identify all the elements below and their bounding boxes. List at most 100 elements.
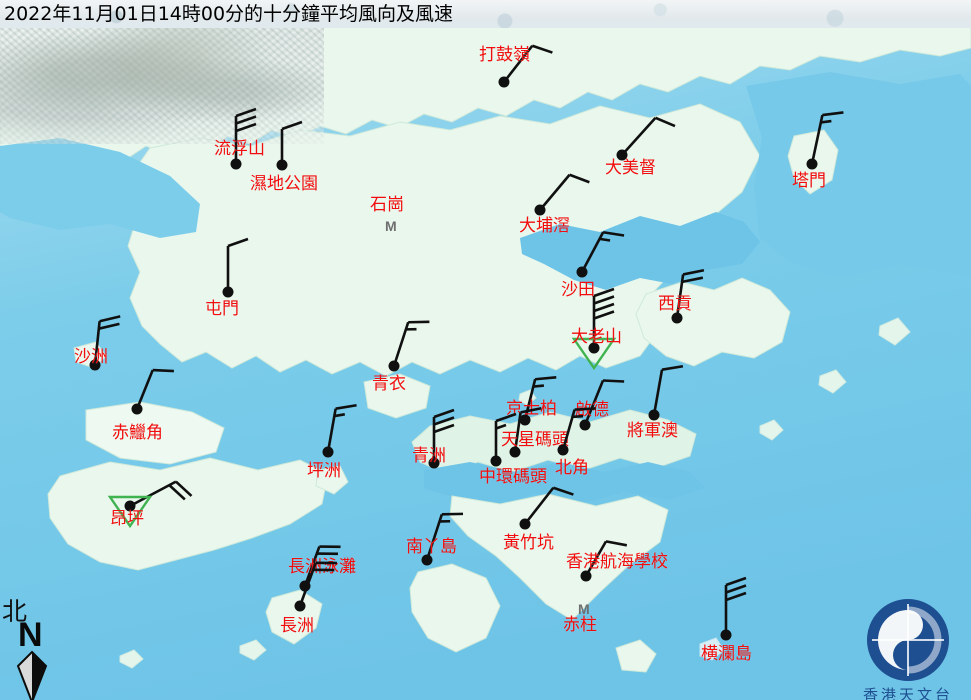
wind-barb-tai-mei-tuk: [621, 116, 676, 156]
station-label-tai-po-kau: 大埔滘: [519, 216, 570, 236]
station-dot-lamma-island[interactable]: [421, 554, 433, 566]
station-dot-sha-chau[interactable]: [89, 359, 101, 371]
station-label-cheung-chau: 長洲: [280, 616, 314, 636]
wind-barb-ta-kwu-ling: [502, 44, 553, 83]
station-dot-tates-cairn[interactable]: [588, 342, 600, 354]
station-label-tseung-kwan-o: 將軍澳: [627, 421, 678, 441]
station-label-tates-cairn: 大老山: [571, 327, 622, 347]
station-dot-peng-chau[interactable]: [322, 446, 334, 458]
compass-rose: 北 N: [2, 592, 66, 700]
land-lantau: [47, 457, 329, 571]
station-dot-tseung-kwan-o[interactable]: [648, 409, 660, 421]
station-label-sha-tin: 沙田: [561, 280, 595, 300]
station-dot-chek-lap-kok[interactable]: [131, 403, 143, 415]
station-dot-waglan-island[interactable]: [720, 629, 732, 641]
sea-deep-bay: [0, 138, 200, 238]
hko-emblem-icon: [867, 599, 949, 681]
page-title: 2022年11月01日14時00分的十分鐘平均風向及風速: [4, 3, 454, 25]
station-dot-ngong-ping[interactable]: [124, 500, 136, 512]
station-dot-central-pier[interactable]: [490, 455, 502, 467]
wind-barb-tuen-mun: [226, 237, 249, 292]
sea-victoria-harbour: [424, 462, 706, 506]
wind-barb-sha-chau: [93, 315, 121, 366]
station-label-sai-kung: 西貢: [658, 294, 692, 314]
station-label-north-point: 北角: [555, 458, 589, 478]
station-label-tsing-yi: 青衣: [372, 374, 406, 394]
station-dot-green-island[interactable]: [428, 457, 440, 469]
station-label-hk-sea-school: 香港航海學校: [566, 552, 668, 572]
station-label-tuen-mun: 屯門: [205, 299, 239, 319]
wind-barb-cheung-chau-beach: [303, 545, 341, 587]
station-label-peng-chau: 坪洲: [307, 461, 341, 481]
land-tsing-yi: [363, 373, 431, 419]
station-label-wong-chuk-hang: 黃竹坑: [503, 533, 554, 553]
station-label-lau-fau-shan: 流浮山: [214, 139, 265, 159]
station-label-green-island: 青洲: [412, 446, 446, 466]
station-label-shek-kong: 石崗: [370, 195, 404, 215]
station-dot-tai-po-kau[interactable]: [534, 204, 546, 216]
station-dot-hk-sea-school[interactable]: [580, 570, 592, 582]
land-sai-kung: [635, 277, 791, 367]
wind-barb-tap-mun: [810, 111, 844, 165]
station-dot-sai-kung[interactable]: [671, 312, 683, 324]
wind-barb-waglan-island: [724, 576, 747, 635]
station-label-ngong-ping: 昂坪: [110, 509, 144, 529]
station-dot-tsing-yi[interactable]: [388, 360, 400, 372]
land-hong-kong-island: [449, 493, 669, 621]
wind-barb-tates-cairn: [571, 287, 617, 371]
station-label-central-pier: 中環碼頭: [479, 467, 547, 487]
station-dot-north-point[interactable]: [557, 444, 569, 456]
wind-barb-sha-tin: [580, 230, 625, 273]
wind-barb-star-ferry: [513, 406, 542, 453]
sea-mirs-bay: [746, 72, 971, 278]
strong-wind-marker-tates-cairn: [571, 337, 617, 371]
wind-barb-tai-po-kau: [539, 173, 590, 211]
wind-barb-tseung-kwan-o: [652, 364, 684, 416]
strong-wind-marker-ngong-ping: [107, 495, 153, 529]
missing-data-marker-shek-kong: M: [385, 218, 397, 234]
station-dot-lau-fau-shan[interactable]: [230, 158, 242, 170]
wind-barb-cheung-chau: [298, 561, 337, 607]
wind-barb-ngong-ping: [107, 480, 193, 529]
station-label-tap-mun: 塔門: [792, 171, 826, 191]
station-dot-tai-mei-tuk[interactable]: [616, 149, 628, 161]
station-dot-kai-tak[interactable]: [579, 419, 591, 431]
station-dot-wetland-park[interactable]: [276, 159, 288, 171]
station-dot-star-ferry[interactable]: [509, 446, 521, 458]
wind-barb-lau-fau-shan: [234, 107, 257, 164]
station-dot-wong-chuk-hang[interactable]: [519, 518, 531, 530]
station-dot-cheung-chau[interactable]: [294, 600, 306, 612]
station-label-wetland-park: 濕地公園: [250, 174, 318, 194]
hko-name-cn: 香港天文台: [862, 686, 953, 700]
wind-barb-chek-lap-kok: [135, 368, 174, 410]
map-canvas: 打鼓嶺 流浮山 濕地公園 M 石崗 大美督 塔門 大埔滘 沙田 西貢 大老山 屯門 沙洲 赤鱲角 青衣 坪洲 青…: [0, 26, 971, 700]
station-label-kai-tak: 啟德: [575, 400, 609, 420]
compass-label-cn: 北: [2, 597, 28, 626]
station-dot-tap-mun[interactable]: [806, 158, 818, 170]
station-label-star-ferry: 天星碼頭: [501, 430, 569, 450]
station-label-ta-kwu-ling: 打鼓嶺: [479, 45, 530, 65]
station-dot-cheung-chau-beach[interactable]: [299, 580, 311, 592]
compass-label-en: N: [18, 616, 43, 654]
islets-misc: [119, 317, 911, 669]
wind-barb-sai-kung: [675, 269, 705, 319]
wind-barb-lamma-island: [425, 512, 464, 561]
station-label-waglan-island: 横瀾島: [701, 644, 752, 664]
wind-barb-central-pier: [494, 412, 517, 461]
wind-barb-wetland-park: [280, 120, 303, 165]
wind-barb-kai-tak: [583, 379, 625, 426]
missing-data-marker-stanley: M: [578, 601, 590, 617]
land-po-toi: [615, 639, 657, 673]
station-dot-ta-kwu-ling[interactable]: [498, 76, 510, 88]
land-chek-lap-kok: [85, 401, 225, 465]
station-label-cheung-chau-beach: 長洲泳灘: [288, 557, 356, 577]
wind-barb-peng-chau: [326, 403, 357, 453]
station-label-tai-mei-tuk: 大美督: [605, 158, 656, 178]
station-dot-sha-tin[interactable]: [576, 266, 588, 278]
wind-barb-hk-sea-school: [584, 540, 628, 577]
wind-barb-tsing-yi: [392, 320, 430, 367]
station-dot-tuen-mun[interactable]: [222, 286, 234, 298]
compass-needle-icon: [16, 650, 48, 700]
station-label-lamma-island: 南丫島: [406, 537, 457, 557]
